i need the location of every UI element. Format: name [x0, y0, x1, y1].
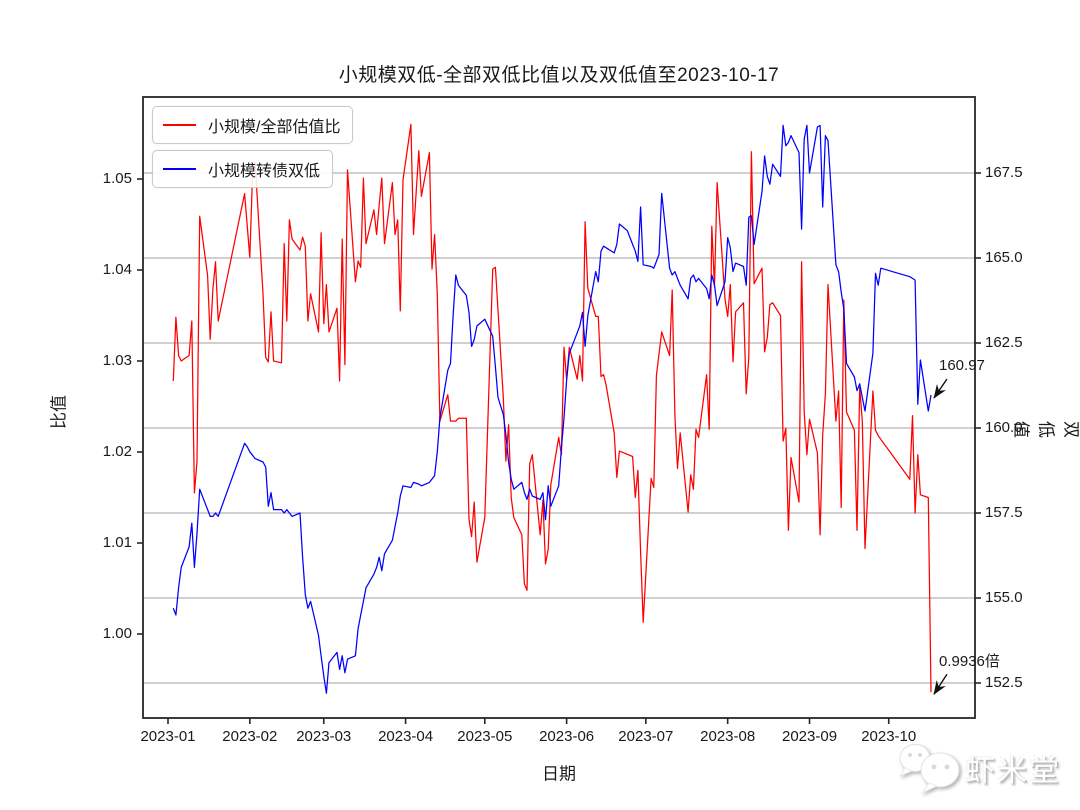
legend-red-line-icon: [163, 124, 196, 126]
annotation-arrow-icon: [933, 378, 948, 695]
legend-doublelow-label: 小规模转债双低: [208, 163, 321, 180]
left-axis-title: 比值: [49, 395, 69, 429]
left-tick-label: 1.02: [102, 443, 132, 460]
right-tick-label: 152.5: [985, 674, 1023, 691]
x-tick-label: 2023-09: [781, 728, 838, 745]
right-tick-label: 167.5: [985, 164, 1023, 181]
wechat-logo-icon: [898, 744, 960, 794]
series-lines: [172, 123, 932, 694]
watermark: 虾米堂: [893, 736, 1078, 802]
legend-blue-line-icon: [163, 168, 196, 170]
right-tick-label: 155.0: [985, 589, 1023, 606]
x-tick-label: 2023-05: [457, 728, 513, 745]
series-line-ratio: [172, 123, 932, 693]
right-tick-label: 160.0: [985, 419, 1023, 436]
right-tick-label: 165.0: [985, 249, 1023, 266]
left-tick-label: 1.00: [102, 625, 132, 642]
x-tick-label: 2023-06: [539, 728, 595, 745]
right-tick-label: 162.5: [985, 334, 1023, 351]
x-tick-label: 2023-08: [700, 728, 756, 745]
plot-border: [142, 96, 976, 719]
series-line-doublelow: [172, 124, 932, 694]
legend-doublelow: 小规模转债双低: [152, 150, 334, 188]
watermark-text: 虾米堂: [965, 755, 1061, 788]
chart-title: 小规模双低-全部双低比值以及双低值至2023-10-17: [338, 65, 780, 86]
x-tick-label: 2023-02: [222, 728, 278, 745]
legend-ratio-label: 小规模/全部估值比: [208, 119, 341, 136]
left-tick-label: 1.01: [102, 534, 132, 551]
left-tick-label: 1.03: [102, 352, 132, 369]
annotation-last-ratio: 0.9936倍: [939, 653, 1000, 670]
x-axis-title: 日期: [542, 764, 576, 784]
x-tick-label: 2023-04: [378, 728, 434, 745]
legend-ratio: 小规模/全部估值比: [152, 106, 354, 144]
left-tick-label: 1.04: [102, 261, 132, 278]
x-tick-label: 2023-10: [861, 728, 917, 745]
left-tick-label: 1.05: [102, 170, 132, 187]
axes-spines-ticks: [137, 96, 981, 724]
x-tick-label: 2023-01: [140, 728, 196, 745]
gridlines: [143, 172, 975, 684]
x-tick-label: 2023-07: [618, 728, 674, 745]
right-tick-label: 157.5: [985, 504, 1023, 521]
annotation-last-doublelow: 160.97: [939, 357, 985, 374]
x-tick-label: 2023-03: [296, 728, 352, 745]
